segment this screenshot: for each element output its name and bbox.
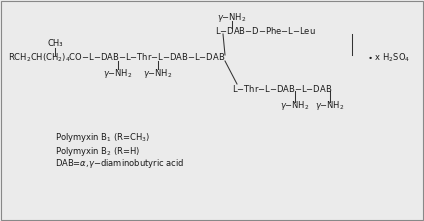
Text: Polymyxin B$_1$ (R=CH$_3$): Polymyxin B$_1$ (R=CH$_3$) [55, 131, 150, 145]
Text: $\bullet$ x H$_2$SO$_4$: $\bullet$ x H$_2$SO$_4$ [367, 52, 410, 64]
Text: $\gamma$$-$NH$_2$: $\gamma$$-$NH$_2$ [315, 99, 345, 112]
Text: $\gamma$$-$NH$_2$: $\gamma$$-$NH$_2$ [217, 11, 247, 23]
Text: CH₃: CH₃ [47, 38, 63, 48]
Text: L$-$Thr$-$L$-$DAB$-$L$-$DAB: L$-$Thr$-$L$-$DAB$-$L$-$DAB [232, 82, 332, 93]
Text: RCH$_2$CH(CH$_2$)$_4$CO$-$L$-$DAB$-$L$-$Thr$-$L$-$DAB$-$L$-$DAB: RCH$_2$CH(CH$_2$)$_4$CO$-$L$-$DAB$-$L$-$… [8, 52, 226, 64]
Text: $\gamma$$-$NH$_2$: $\gamma$$-$NH$_2$ [280, 99, 310, 112]
Text: L$-$DAB$-$D$-$Phe$-$L$-$Leu: L$-$DAB$-$D$-$Phe$-$L$-$Leu [215, 25, 316, 36]
Text: DAB=$\alpha$,$\gamma$$-$diaminobutyric acid: DAB=$\alpha$,$\gamma$$-$diaminobutyric a… [55, 158, 184, 170]
Text: $\gamma$$-$NH$_2$: $\gamma$$-$NH$_2$ [103, 67, 133, 80]
Text: $\gamma$$-$NH$_2$: $\gamma$$-$NH$_2$ [143, 67, 173, 80]
Text: Polymyxin B$_2$ (R=H): Polymyxin B$_2$ (R=H) [55, 145, 140, 158]
